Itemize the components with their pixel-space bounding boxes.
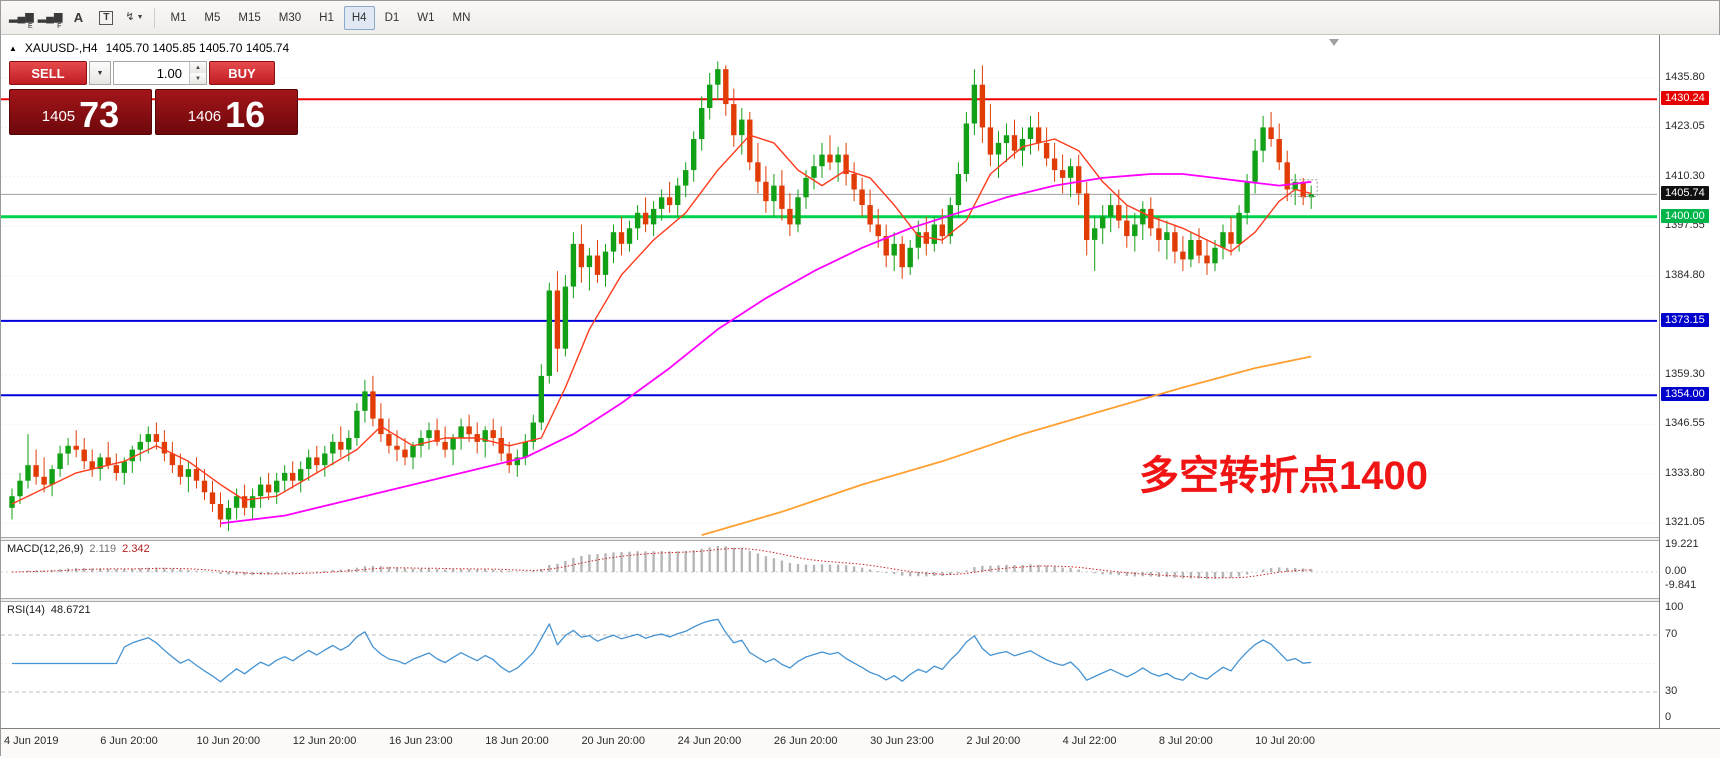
- buy-price-box[interactable]: 1406 16: [155, 89, 298, 135]
- macd-signal-value: 2.342: [122, 543, 150, 555]
- price-level-badge: 1354.00: [1661, 387, 1709, 402]
- chart-style-f-icon[interactable]: ▂▄▆ F: [37, 11, 63, 30]
- main-chart-panel[interactable]: ▲ XAUUSD-,H4 1405.70 1405.85 1405.70 140…: [1, 35, 1659, 537]
- timeframe-buttons-group: M1 M5 M15 M30 H1 H4 D1 W1 MN: [161, 5, 479, 30]
- time-axis-label: 20 Jun 20:00: [581, 735, 646, 747]
- price-axis-label: 1321.05: [1665, 516, 1705, 529]
- volume-input[interactable]: [114, 64, 186, 82]
- time-axis-label: 18 Jun 20:00: [485, 735, 549, 747]
- price-axis-label: 1333.80: [1665, 466, 1705, 479]
- chart-annotation-text: 多空转折点1400: [1139, 454, 1428, 498]
- macd-axis-label: 19.221: [1665, 538, 1699, 551]
- buy-button[interactable]: BUY: [209, 61, 275, 85]
- time-axis-label: 8 Jul 20:00: [1158, 735, 1213, 747]
- price-chart-svg[interactable]: [1, 35, 1657, 537]
- macd-label: MACD(12,26,9) 2.119 2.342: [7, 543, 150, 555]
- volume-up-button[interactable]: ▲: [190, 62, 206, 73]
- timeframe-button-h1[interactable]: H1: [319, 11, 334, 24]
- sell-price-box[interactable]: 1405 73: [9, 89, 152, 135]
- time-axis-label: 6 Jun 20:00: [100, 735, 158, 747]
- buy-price-pips: 16: [225, 93, 266, 135]
- time-axis-label: 10 Jun 20:00: [196, 735, 261, 747]
- ma-slow-orange: [701, 355, 1312, 536]
- timeframe-button-h4[interactable]: H4: [343, 5, 375, 30]
- macd-histogram: [18, 546, 1313, 579]
- timeframe-button-m15[interactable]: M15: [238, 11, 261, 24]
- price-level-badge: 1405.74: [1661, 186, 1709, 201]
- macd-rsi-splitter[interactable]: [1, 598, 1720, 602]
- time-axis-label: 10 Jul 20:00: [1255, 735, 1316, 747]
- rsi-svg[interactable]: [1, 602, 1657, 728]
- rsi-axis-label: 30: [1665, 685, 1678, 697]
- font-tool-icon[interactable]: A: [73, 10, 84, 25]
- price-level-badge: 1373.15: [1661, 312, 1709, 327]
- chart-macd-splitter[interactable]: [1, 537, 1720, 541]
- price-axis-label: 1435.80: [1665, 70, 1705, 83]
- sell-price-pips: 73: [79, 93, 120, 135]
- chart-shift-marker[interactable]: [1329, 39, 1339, 46]
- chart-workspace: ▲ XAUUSD-,H4 1405.70 1405.85 1405.70 140…: [1, 35, 1720, 758]
- current-bar-marker: [1290, 179, 1318, 198]
- volume-down-button[interactable]: ▼: [190, 73, 206, 84]
- chart-symbol-header: ▲ XAUUSD-,H4 1405.70 1405.85 1405.70 140…: [9, 41, 289, 55]
- rsi-axis-label: 70: [1665, 628, 1678, 640]
- macd-axis-label: 0.00: [1665, 565, 1687, 577]
- sell-button[interactable]: SELL: [9, 61, 87, 85]
- time-axis-label: 2 Jul 20:00: [966, 735, 1021, 747]
- sell-price-main: 1405: [41, 108, 76, 125]
- levels-layer: [1, 98, 1657, 397]
- price-axis-label: 1423.05: [1665, 120, 1705, 133]
- ma-mid-magenta: [220, 173, 1312, 525]
- macd-svg[interactable]: [1, 541, 1657, 598]
- order-type-dropdown[interactable]: ▼: [89, 61, 111, 85]
- price-axis-label: 1410.30: [1665, 169, 1705, 182]
- timeframe-button-mn[interactable]: MN: [452, 11, 471, 24]
- rsi-line: [12, 618, 1312, 683]
- symbol-label: XAUUSD-,H4: [24, 41, 98, 55]
- time-axis-label: 24 Jun 20:00: [677, 735, 742, 747]
- rsi-axis-label: 0: [1665, 711, 1672, 723]
- macd-axis-label: -9.841: [1665, 578, 1697, 591]
- price-axis-label: 1346.55: [1665, 417, 1705, 430]
- price-axis-label: 1384.80: [1665, 268, 1705, 281]
- time-axis-label: 16 Jun 23:00: [388, 735, 453, 747]
- time-axis-label: 4 Jul 22:00: [1062, 735, 1117, 747]
- rsi-label: RSI(14) 48.6721: [7, 604, 91, 616]
- ma-fast-red: [11, 134, 1312, 505]
- time-axis-label: 30 Jun 23:00: [870, 735, 934, 747]
- price-level-badge: 1430.24: [1661, 91, 1709, 106]
- time-axis-label: 12 Jun 20:00: [292, 735, 357, 747]
- ohlc-values: 1405.70 1405.85 1405.70 1405.74: [105, 41, 290, 55]
- price-scale[interactable]: 1435.80 1423.05 1410.30 1397.55 1384.80 1359.…: [1659, 35, 1720, 728]
- rsi-value: 48.6721: [50, 604, 91, 616]
- macd-signal-line: [11, 548, 1312, 579]
- volume-box: ▲ ▼: [113, 61, 207, 85]
- timeframe-button-w1[interactable]: W1: [417, 11, 435, 24]
- price-axis-label: 1359.30: [1665, 367, 1705, 380]
- tool-icons-group: ▂▄▆ E ▂▄▆ F A T ↯ ▼: [7, 5, 148, 31]
- one-click-trade-panel: SELL ▼ ▲ ▼ BUY 1405 73: [9, 61, 309, 135]
- buy-price-main: 1406: [187, 108, 222, 125]
- toolbar: ▂▄▆ E ▂▄▆ F A T ↯ ▼ M1 M5 M15 M30 H1 H4 D1 W1 MN: [1, 1, 1719, 35]
- toolbar-separator: [154, 7, 156, 28]
- rsi-panel[interactable]: RSI(14) 48.6721: [1, 602, 1659, 728]
- chart-style-e-icon[interactable]: ▂▄▆ E: [9, 11, 34, 30]
- timeframe-button-d1[interactable]: D1: [384, 11, 400, 24]
- macd-panel[interactable]: MACD(12,26,9) 2.119 2.342: [1, 541, 1659, 598]
- timeframe-button-m30[interactable]: M30: [278, 11, 302, 24]
- time-axis[interactable]: 4 Jun 2019 6 Jun 20:00 10 Jun 20:00 12 Jun …: [1, 728, 1720, 758]
- text-frame-tool-icon[interactable]: T: [93, 5, 119, 31]
- rsi-axis-label: 100: [1665, 601, 1684, 613]
- time-axis-label: 4 Jun 2019: [4, 735, 59, 747]
- timeframe-button-m5[interactable]: M5: [204, 11, 221, 24]
- price-level-badge: 1400.00: [1661, 208, 1709, 223]
- candles-layer: [9, 61, 1314, 532]
- timeframe-button-m1[interactable]: M1: [170, 11, 187, 24]
- macd-main-value: 2.119: [89, 543, 117, 555]
- time-axis-label: 26 Jun 20:00: [773, 735, 838, 747]
- collapse-triangle-icon[interactable]: ▲: [9, 43, 17, 53]
- drawing-tool-icon[interactable]: ↯ ▼: [125, 11, 144, 23]
